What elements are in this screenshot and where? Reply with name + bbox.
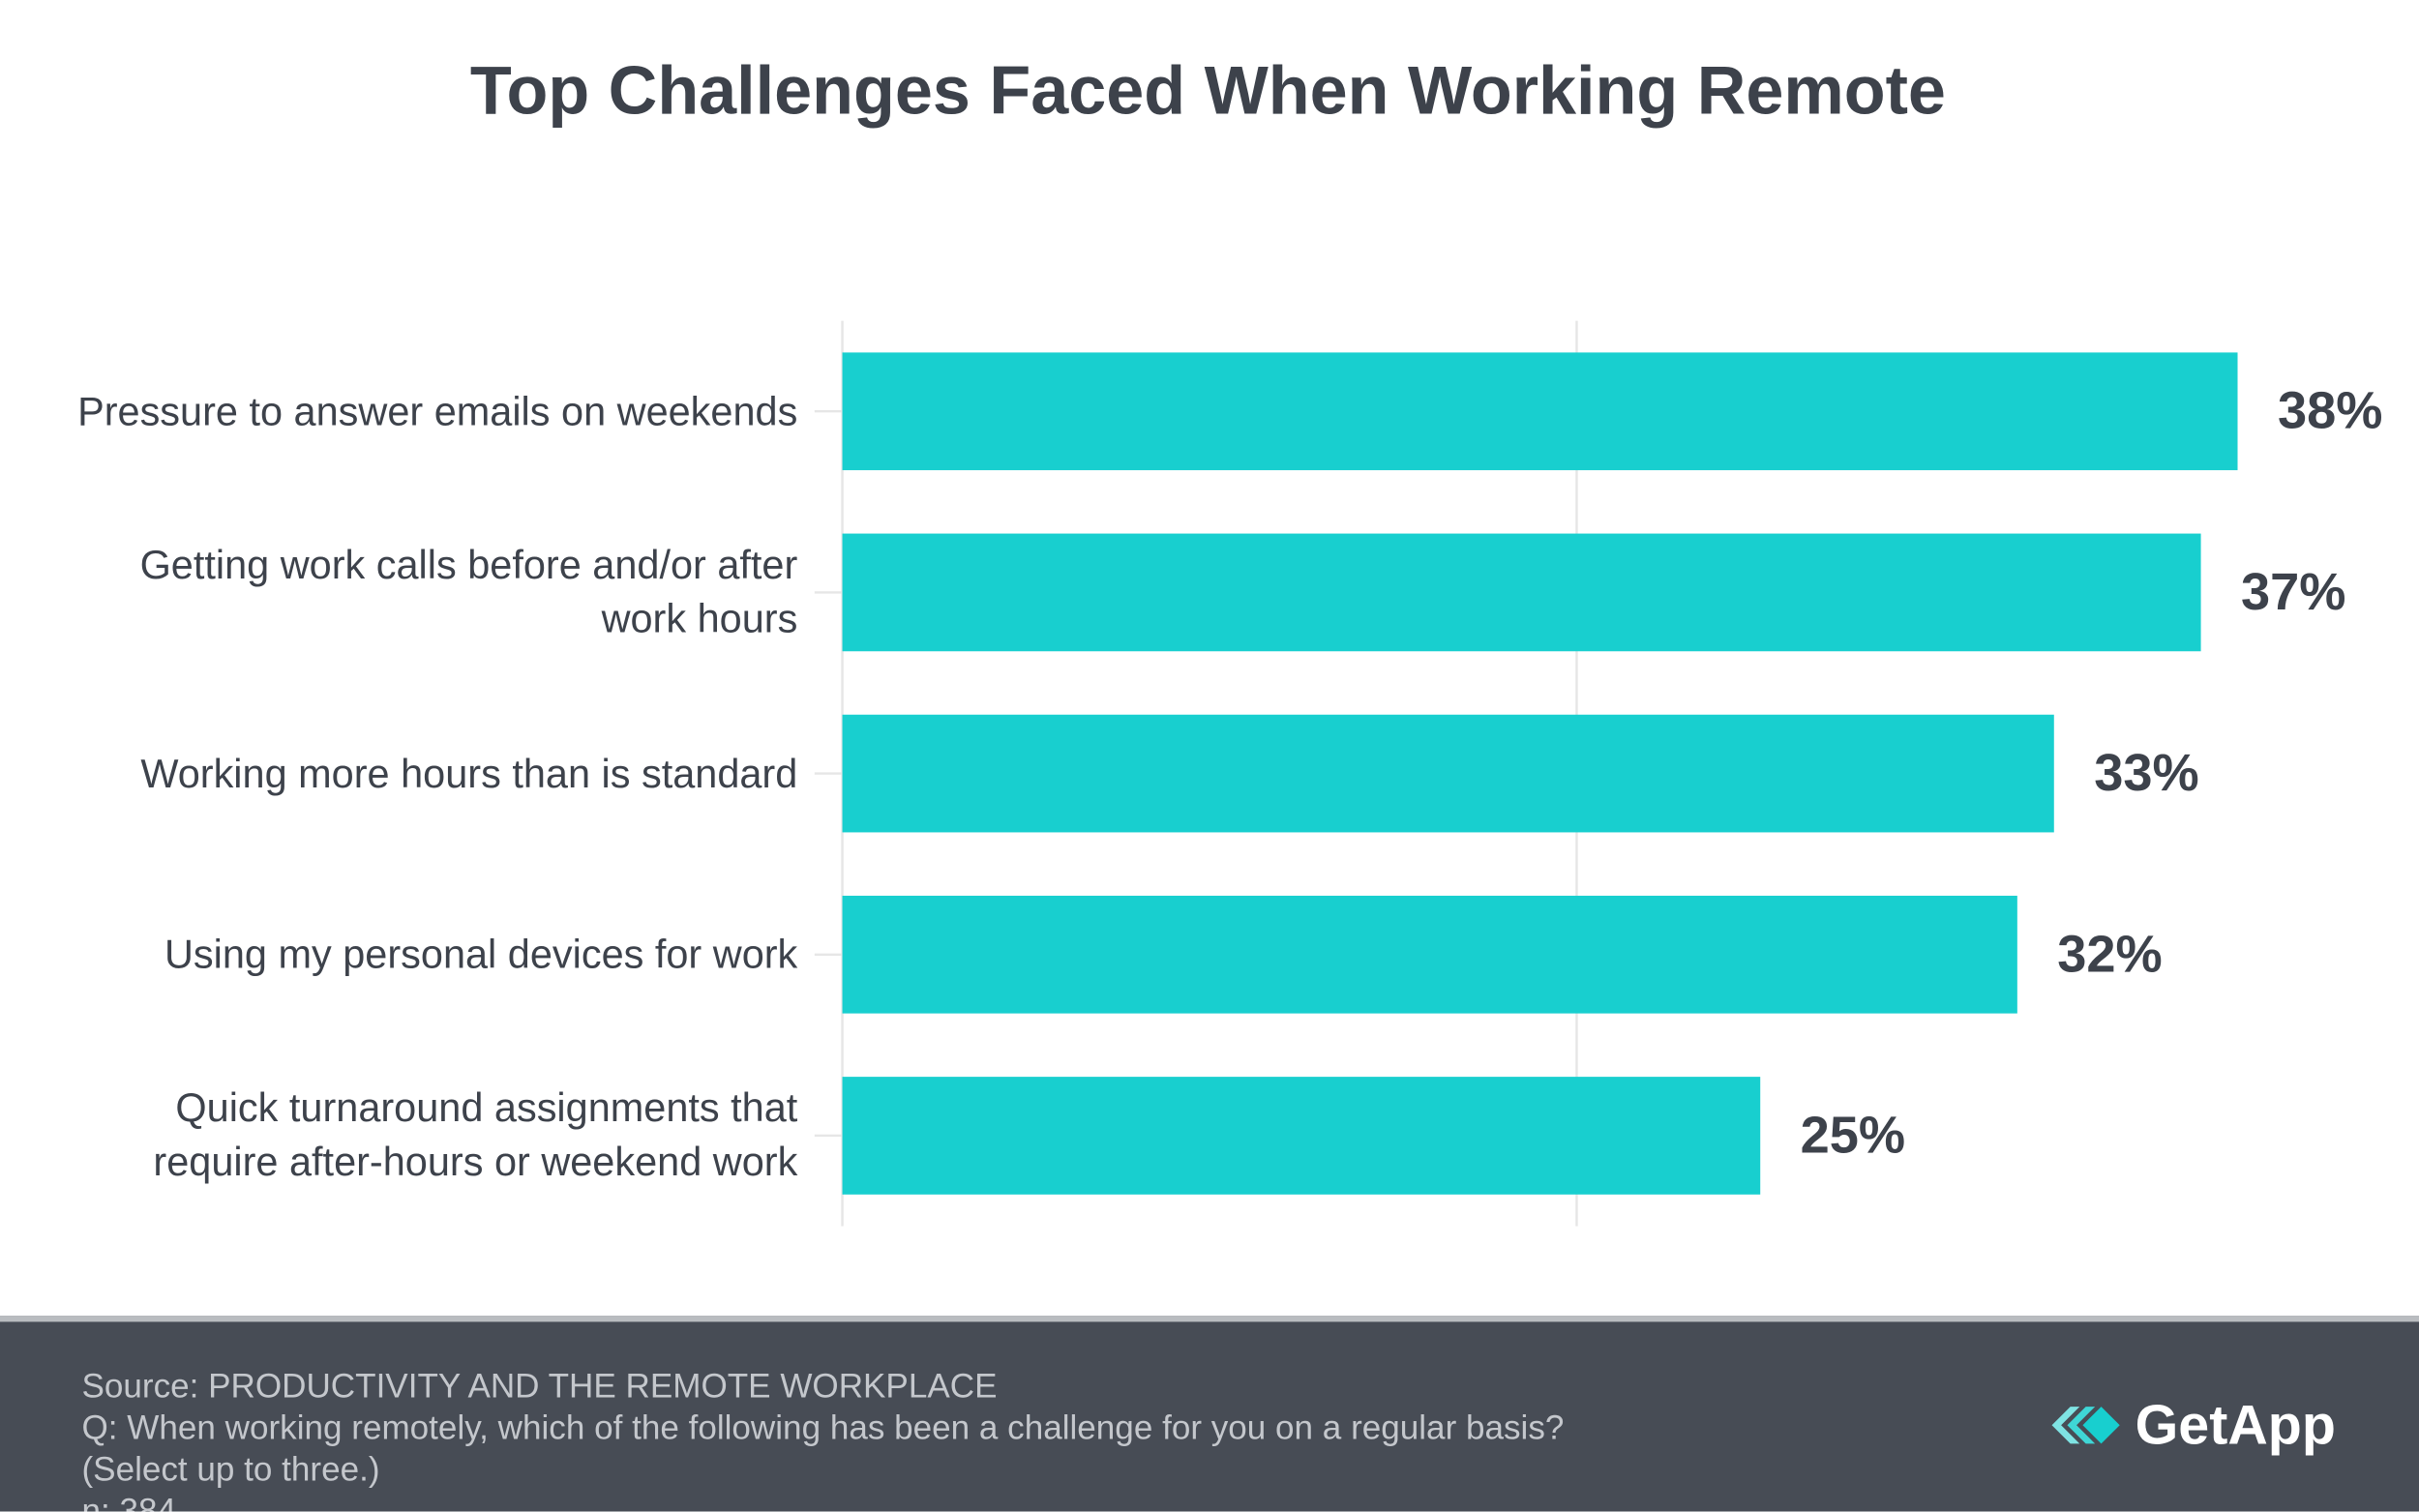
value-label: 38%	[2278, 382, 2382, 440]
bar	[842, 533, 2201, 652]
category-label: Quick turnaround assignments that requir…	[153, 1084, 798, 1185]
chart-title: Top Challenges Faced When Working Remote	[470, 51, 1946, 128]
question: Q: When working remotely, which of the f…	[81, 1408, 1565, 1447]
bar	[842, 714, 2054, 833]
sample-size: n: 384	[81, 1491, 177, 1512]
source: Source: PRODUCTIVITY AND THE REMOTE WORK…	[81, 1366, 998, 1406]
logo-icon	[2051, 1407, 2120, 1444]
value-label: 32%	[2057, 925, 2162, 983]
bar	[842, 352, 2238, 471]
bar	[842, 1077, 1761, 1195]
logo: GetApp	[2048, 1393, 2336, 1458]
chart: Top Challenges Faced When Working Remote…	[470, 51, 2382, 1227]
question-note: (Select up to three.)	[81, 1449, 380, 1489]
bar	[842, 895, 2017, 1014]
logo-text: GetApp	[2135, 1392, 2336, 1457]
category-label: Working more hours than is standard	[140, 749, 798, 796]
category-label: Getting work calls before and/or after w…	[139, 541, 798, 642]
footer: Source: PRODUCTIVITY AND THE REMOTE WORK…	[0, 1316, 2419, 1512]
category-label: Using my personal devices for work	[164, 931, 798, 977]
value-label: 37%	[2241, 563, 2345, 621]
footnote: Source: PRODUCTIVITY AND THE REMOTE WORK…	[81, 1365, 1565, 1512]
value-label: 33%	[2094, 744, 2198, 802]
category-label: Pressure to answer emails on weekends	[77, 387, 798, 434]
value-label: 25%	[1801, 1106, 1905, 1164]
